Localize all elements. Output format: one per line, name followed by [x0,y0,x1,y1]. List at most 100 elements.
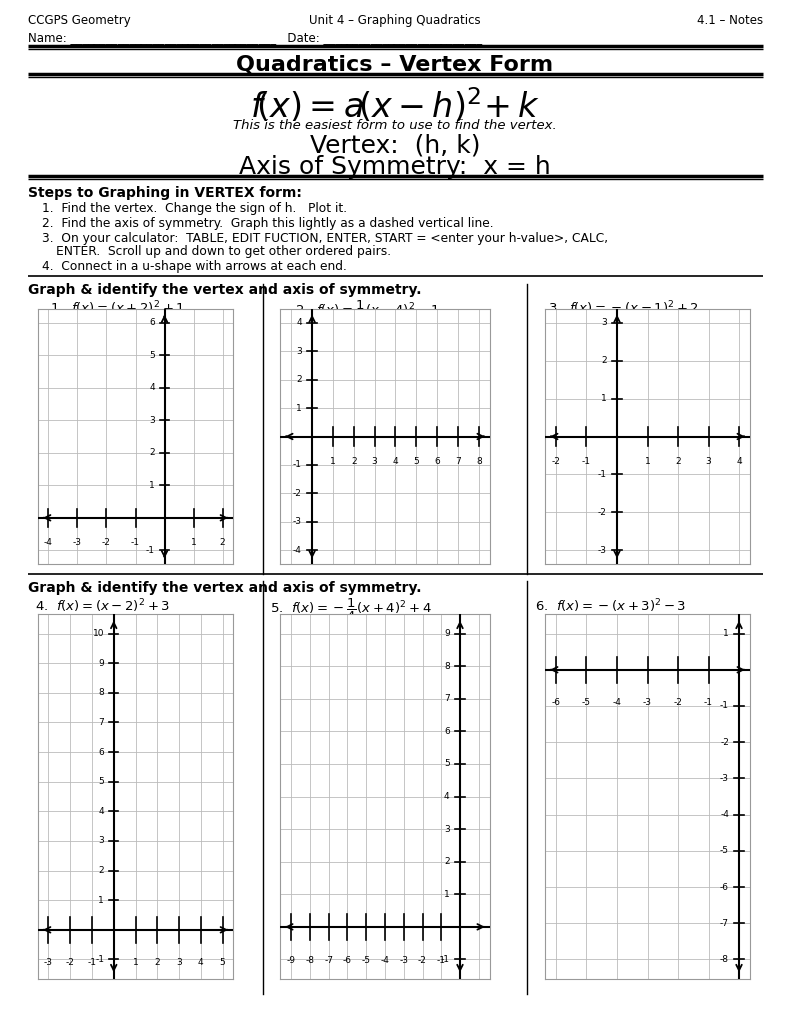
Text: 5: 5 [98,777,104,786]
Text: -6: -6 [720,883,729,892]
Text: 5: 5 [414,457,419,466]
Text: 8: 8 [98,688,104,697]
Text: 2: 2 [99,866,104,876]
Text: 9: 9 [98,658,104,668]
Text: -2: -2 [551,457,560,466]
Text: -5: -5 [720,846,729,855]
Text: -3: -3 [293,517,302,526]
Text: -2: -2 [293,488,302,498]
Text: 3: 3 [176,958,182,968]
Text: -7: -7 [720,919,729,928]
Text: -8: -8 [720,955,729,964]
Text: 2: 2 [220,538,225,547]
Text: -3: -3 [73,538,82,547]
Text: -2: -2 [102,538,111,547]
Text: $f\!\left(x\right)=a\!\left(x-h\right)^{2}\!+k$: $f\!\left(x\right)=a\!\left(x-h\right)^{… [250,86,540,125]
Text: 2: 2 [351,457,357,466]
Text: -3: -3 [598,546,607,555]
Text: 4: 4 [392,457,398,466]
Text: -2: -2 [418,955,427,965]
Text: 5: 5 [149,350,155,359]
Text: -4: -4 [380,955,389,965]
Text: 1: 1 [330,457,336,466]
Text: 3: 3 [706,457,711,466]
Text: 3: 3 [372,457,377,466]
Text: 6: 6 [444,727,450,736]
Text: 4: 4 [444,792,450,801]
Text: 8: 8 [476,457,482,466]
Text: 6: 6 [98,748,104,757]
Text: -4: -4 [293,546,302,555]
Text: -1: -1 [720,701,729,711]
Text: -3: -3 [44,958,53,968]
Text: 4: 4 [736,457,742,466]
Text: -7: -7 [324,955,333,965]
Text: 9: 9 [444,629,450,638]
Text: -1: -1 [131,538,140,547]
Text: -5: -5 [582,698,591,708]
Text: 1: 1 [296,403,302,413]
Text: Unit 4 – Graphing Quadratics: Unit 4 – Graphing Quadratics [309,14,481,27]
Text: -1: -1 [95,955,104,964]
Text: Axis of Symmetry:  x = h: Axis of Symmetry: x = h [239,155,551,179]
Text: 1: 1 [444,890,450,899]
Text: -3: -3 [720,774,729,783]
Text: 2.  $f(x)=\dfrac{1}{2}(x-4)^{2}-1$: 2. $f(x)=\dfrac{1}{2}(x-4)^{2}-1$ [295,299,440,326]
Text: 7: 7 [444,694,450,703]
Text: 1: 1 [149,481,155,489]
Text: 10: 10 [93,629,104,638]
Text: 1.  Find the vertex.  Change the sign of h.   Plot it.: 1. Find the vertex. Change the sign of h… [42,202,347,215]
Text: -2: -2 [598,508,607,517]
Text: Name: ___________________________________   Date: ___________________________: Name: __________________________________… [28,31,483,44]
Text: -4: -4 [612,698,622,708]
Text: Vertex:  (h, k): Vertex: (h, k) [310,133,480,157]
Text: Steps to Graphing in VERTEX form:: Steps to Graphing in VERTEX form: [28,186,302,200]
Text: -6: -6 [343,955,352,965]
Text: -1: -1 [582,457,591,466]
Text: 7: 7 [455,457,461,466]
Text: 3.  $f(x)=-(x-1)^{2}+2$: 3. $f(x)=-(x-1)^{2}+2$ [548,299,699,316]
Text: -9: -9 [287,955,296,965]
Text: 1: 1 [133,958,138,968]
Text: -1: -1 [704,698,713,708]
Text: 1.  $f(x)=(x+2)^{2}+1$: 1. $f(x)=(x+2)^{2}+1$ [50,299,185,316]
Text: CCGPS Geometry: CCGPS Geometry [28,14,131,27]
Text: 2: 2 [676,457,681,466]
Text: -2: -2 [674,698,683,708]
Text: 6: 6 [149,318,155,327]
Text: 1: 1 [645,457,650,466]
Text: 3: 3 [601,318,607,327]
Text: 2.  Find the axis of symmetry.  Graph this lightly as a dashed vertical line.: 2. Find the axis of symmetry. Graph this… [42,217,494,230]
Text: -1: -1 [437,955,446,965]
Text: -3: -3 [643,698,652,708]
Text: -6: -6 [551,698,561,708]
Text: 6.  $f(x)=-(x+3)^{2}-3$: 6. $f(x)=-(x+3)^{2}-3$ [535,597,687,614]
Text: Graph & identify the vertex and axis of symmetry.: Graph & identify the vertex and axis of … [28,283,422,297]
Text: 2: 2 [601,356,607,366]
Text: -5: -5 [361,955,371,965]
Text: Quadratics – Vertex Form: Quadratics – Vertex Form [237,55,554,75]
Text: 5: 5 [220,958,225,968]
Text: 5: 5 [444,760,450,768]
Text: 1: 1 [98,896,104,904]
Text: 3: 3 [444,824,450,834]
Text: 2: 2 [149,449,155,458]
Text: 4: 4 [149,383,155,392]
Text: 4: 4 [296,318,302,327]
Text: -2: -2 [720,737,729,746]
Text: 4.  Connect in a u-shape with arrows at each end.: 4. Connect in a u-shape with arrows at e… [42,260,347,273]
Text: 1: 1 [601,394,607,403]
Text: 4.1 – Notes: 4.1 – Notes [697,14,763,27]
Text: This is the easiest form to use to find the vertex.: This is the easiest form to use to find … [233,119,557,132]
Text: Graph & identify the vertex and axis of symmetry.: Graph & identify the vertex and axis of … [28,581,422,595]
Text: 1: 1 [723,629,729,638]
Text: -1: -1 [598,470,607,479]
Text: -4: -4 [44,538,53,547]
Text: 5.  $f(x)=-\dfrac{1}{4}(x+4)^{2}+4$: 5. $f(x)=-\dfrac{1}{4}(x+4)^{2}+4$ [270,597,432,624]
Text: -8: -8 [305,955,315,965]
Text: 4: 4 [198,958,203,968]
Text: -1: -1 [293,461,302,469]
Text: 1: 1 [191,538,196,547]
Text: -1: -1 [146,546,155,555]
Text: 3: 3 [98,837,104,846]
